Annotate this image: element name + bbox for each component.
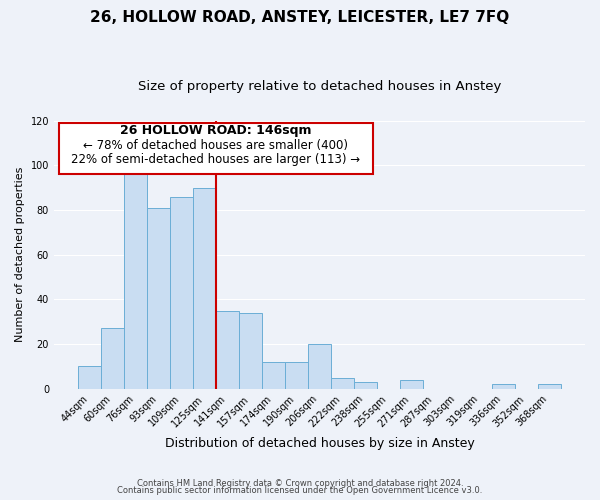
- Text: 22% of semi-detached houses are larger (113) →: 22% of semi-detached houses are larger (…: [71, 153, 361, 166]
- Bar: [538, 384, 561, 389]
- Bar: [239, 313, 262, 389]
- Bar: [285, 362, 308, 389]
- Text: ← 78% of detached houses are smaller (400): ← 78% of detached houses are smaller (40…: [83, 138, 349, 151]
- Bar: [262, 362, 285, 389]
- Bar: [78, 366, 101, 389]
- Text: Contains public sector information licensed under the Open Government Licence v3: Contains public sector information licen…: [118, 486, 482, 495]
- Bar: [101, 328, 124, 389]
- Bar: [193, 188, 216, 389]
- Bar: [216, 310, 239, 389]
- Bar: [308, 344, 331, 389]
- Bar: [400, 380, 423, 389]
- Bar: [331, 378, 354, 389]
- Bar: [124, 168, 147, 389]
- Text: Contains HM Land Registry data © Crown copyright and database right 2024.: Contains HM Land Registry data © Crown c…: [137, 478, 463, 488]
- Text: 26, HOLLOW ROAD, ANSTEY, LEICESTER, LE7 7FQ: 26, HOLLOW ROAD, ANSTEY, LEICESTER, LE7 …: [91, 10, 509, 25]
- Bar: [354, 382, 377, 389]
- Bar: [147, 208, 170, 389]
- Title: Size of property relative to detached houses in Anstey: Size of property relative to detached ho…: [138, 80, 501, 93]
- Bar: [492, 384, 515, 389]
- Bar: [170, 196, 193, 389]
- Text: 26 HOLLOW ROAD: 146sqm: 26 HOLLOW ROAD: 146sqm: [120, 124, 311, 137]
- X-axis label: Distribution of detached houses by size in Anstey: Distribution of detached houses by size …: [164, 437, 475, 450]
- Y-axis label: Number of detached properties: Number of detached properties: [15, 167, 25, 342]
